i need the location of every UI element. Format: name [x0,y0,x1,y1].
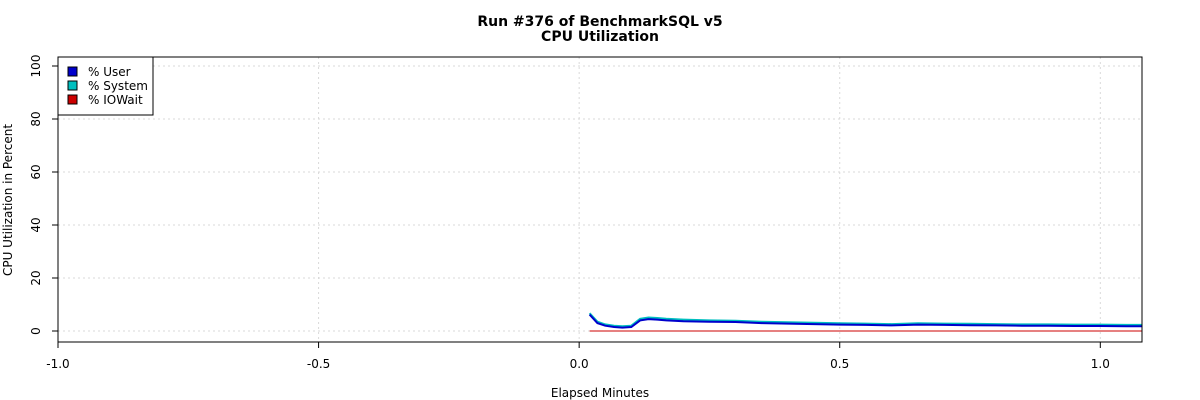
y-tick-label: 100 [29,55,43,78]
chart-title-line1: Run #376 of BenchmarkSQL v5 [477,14,722,30]
legend-swatch [67,66,78,77]
legend-swatch [67,94,78,105]
x-tick-label: -0.5 [307,357,330,371]
plot-frame [57,56,1143,343]
axis-layer: -1.0 -0.5 0.0 0.5 1.0 0 20 40 60 80 100 [29,55,1110,371]
y-tick-label: 0 [29,327,43,335]
series-layer [588,312,1142,332]
x-tick-label: 0.5 [830,357,849,371]
x-tick-label: 1.0 [1091,357,1110,371]
legend: % User% System% IOWait [57,56,154,116]
y-tick-label: 20 [29,270,43,285]
legend-entry: % IOWait [88,93,143,107]
chart-title-line2: CPU Utilization [541,29,659,45]
x-tick-label: -1.0 [46,357,69,371]
legend-entry: % System [88,79,148,93]
y-tick-label: 60 [29,164,43,179]
series-line-system [588,312,1142,328]
legend-swatch [67,80,78,91]
y-axis-label: CPU Utilization in Percent [1,124,15,276]
y-tick-label: 40 [29,217,43,232]
x-tick-label: 0.0 [570,357,589,371]
grid-layer [57,57,1142,342]
series-line-user [588,313,1142,329]
y-tick-label: 80 [29,111,43,126]
legend-entry: % User [88,65,131,79]
x-axis-label: Elapsed Minutes [551,386,649,400]
